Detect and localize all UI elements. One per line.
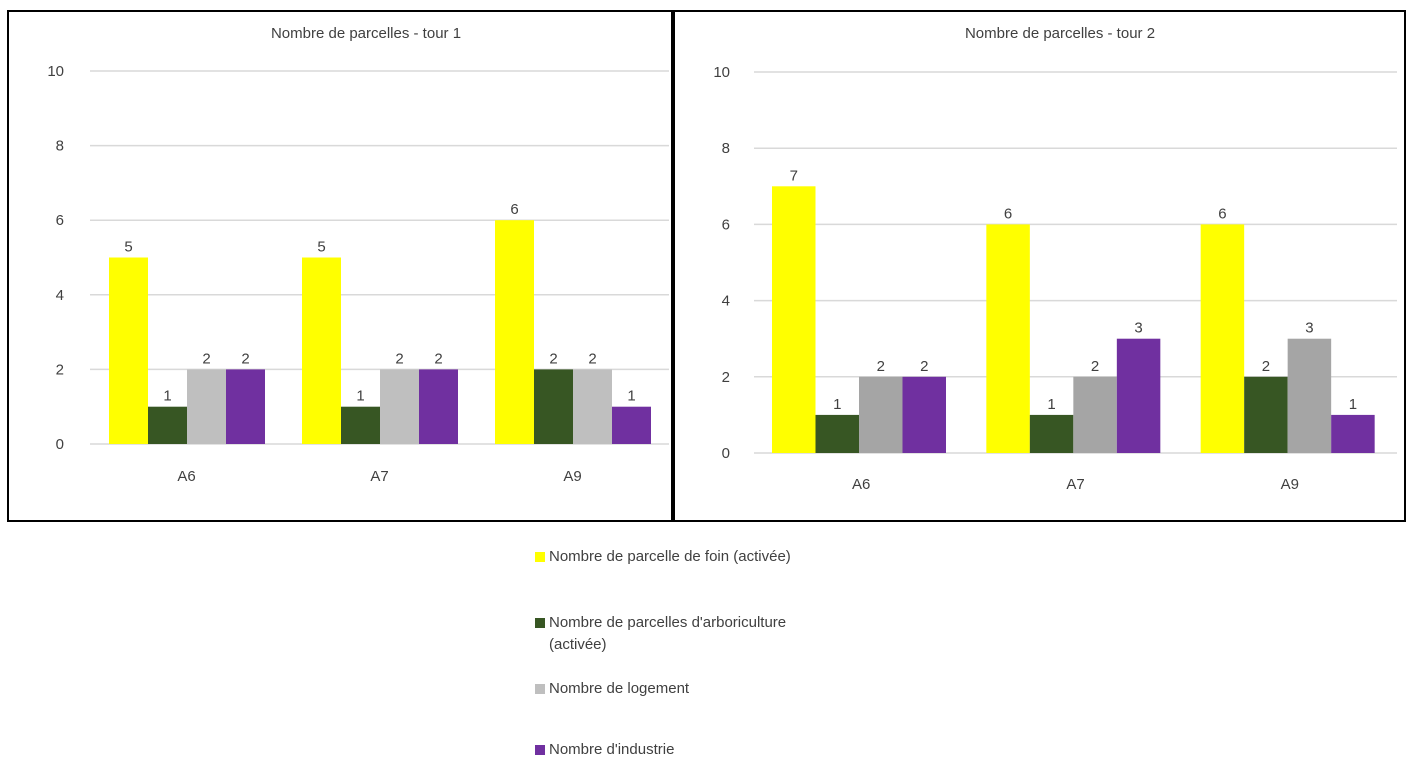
chart2-data-label: 6 bbox=[1004, 205, 1012, 222]
chart1-bar bbox=[187, 369, 226, 444]
chart1-data-label: 2 bbox=[434, 350, 442, 367]
chart2-bar bbox=[1331, 414, 1375, 453]
chart2-data-label: 6 bbox=[1218, 205, 1226, 222]
chart2-bar bbox=[815, 414, 859, 453]
chart2-x-tick-label: A7 bbox=[1066, 476, 1084, 493]
chart1-data-label: 2 bbox=[241, 350, 249, 367]
chart2-data-label: 1 bbox=[1349, 396, 1357, 413]
chart2-data-label: 2 bbox=[877, 358, 885, 375]
chart2-x-tick-label: A6 bbox=[852, 476, 870, 493]
chart1-x-tick-label: A7 bbox=[370, 468, 388, 485]
chart2-bar bbox=[986, 224, 1030, 453]
chart2-bar bbox=[772, 186, 816, 454]
chart1-y-tick-label: 4 bbox=[56, 287, 64, 304]
chart1-bar bbox=[380, 369, 419, 444]
chart2-y-tick-label: 0 bbox=[722, 445, 730, 462]
chart1-data-label: 6 bbox=[510, 201, 518, 218]
chart-tour-1-svg: Nombre de parcelles - tour 1 0 2 4 6 8 10 5 1 2 2 A… bbox=[47, 25, 669, 485]
chart-tour-1: Nombre de parcelles - tour 1 0 2 4 6 8 10 5 1 2 2 A… bbox=[7, 10, 673, 522]
chart1-data-label: 5 bbox=[317, 239, 325, 256]
chart1-data-label: 5 bbox=[124, 239, 132, 256]
chart1-bar bbox=[341, 406, 380, 444]
legend-swatch-foin bbox=[535, 552, 545, 562]
chart1-data-label: 1 bbox=[163, 388, 171, 405]
chart1-bar bbox=[612, 406, 651, 444]
legend-label-arbo: Nombre de parcelles d'arboriculture (act… bbox=[549, 614, 787, 653]
chart2-bar bbox=[1029, 414, 1074, 453]
chart1-bar bbox=[419, 369, 458, 444]
chart-tour-2-svg: Nombre de parcelles - tour 2 0 2 4 6 8 10 7 1 2 2 A… bbox=[713, 25, 1397, 493]
legend-swatch-arbo bbox=[535, 618, 545, 628]
chart2-y-tick-label: 2 bbox=[722, 369, 730, 386]
chart2-data-label: 2 bbox=[920, 358, 928, 375]
chart1-bar bbox=[495, 220, 534, 444]
chart2-y-tick-label: 6 bbox=[722, 216, 730, 233]
chart1-x-tick-label: A6 bbox=[177, 468, 195, 485]
legend-label-industrie: Nombre d'industrie bbox=[549, 741, 675, 758]
legend-label-logement: Nombre de logement bbox=[549, 680, 690, 697]
legend-swatch-industrie bbox=[535, 745, 545, 755]
chart1-bar bbox=[109, 257, 148, 444]
chart2-data-label: 1 bbox=[833, 396, 841, 413]
chart1-bar bbox=[573, 369, 612, 444]
chart1-data-label: 2 bbox=[395, 350, 403, 367]
legend-swatch-logement bbox=[535, 684, 545, 694]
chart2-bar bbox=[1287, 338, 1332, 453]
chart1-title: Nombre de parcelles - tour 1 bbox=[271, 25, 461, 42]
chart2-data-label: 2 bbox=[1262, 358, 1270, 375]
chart2-data-label: 1 bbox=[1047, 396, 1055, 413]
chart2-bar bbox=[1116, 338, 1161, 453]
chart2-x-tick-label: A9 bbox=[1281, 476, 1299, 493]
chart1-data-label: 2 bbox=[588, 350, 596, 367]
chart1-y-tick-label: 10 bbox=[47, 63, 64, 80]
chart1-bar bbox=[534, 369, 573, 444]
chart2-bar bbox=[1200, 224, 1245, 453]
chart1-y-tick-label: 2 bbox=[56, 361, 64, 378]
chart2-data-label: 3 bbox=[1134, 320, 1142, 337]
chart1-data-label: 2 bbox=[549, 350, 557, 367]
chart1-data-label: 2 bbox=[202, 350, 210, 367]
chart1-y-tick-label: 0 bbox=[56, 436, 64, 453]
chart1-x-tick-label: A9 bbox=[563, 468, 581, 485]
chart1-data-label: 1 bbox=[356, 388, 364, 405]
legend-label-foin: Nombre de parcelle de foin (activée) bbox=[549, 548, 791, 565]
chart1-y-tick-label: 6 bbox=[56, 212, 64, 229]
chart2-bar bbox=[1244, 376, 1288, 453]
chart2-bar bbox=[859, 376, 903, 453]
chart2-title: Nombre de parcelles - tour 2 bbox=[965, 25, 1155, 42]
chart2-y-tick-label: 4 bbox=[722, 293, 730, 310]
chart2-bar bbox=[1073, 376, 1117, 453]
chart2-data-label: 3 bbox=[1305, 320, 1313, 337]
chart1-bar bbox=[302, 257, 341, 444]
chart2-data-label: 7 bbox=[790, 167, 798, 184]
chart1-bar bbox=[226, 369, 265, 444]
chart2-bar bbox=[902, 376, 946, 453]
chart1-bar bbox=[148, 406, 187, 444]
chart2-y-tick-label: 8 bbox=[722, 140, 730, 157]
chart-tour-2: Nombre de parcelles - tour 2 0 2 4 6 8 10 7 1 2 2 A… bbox=[672, 10, 1406, 522]
chart2-y-tick-label: 10 bbox=[713, 64, 730, 81]
chart2-data-label: 2 bbox=[1091, 358, 1099, 375]
chart1-data-label: 1 bbox=[627, 388, 635, 405]
chart1-y-tick-label: 8 bbox=[56, 138, 64, 155]
